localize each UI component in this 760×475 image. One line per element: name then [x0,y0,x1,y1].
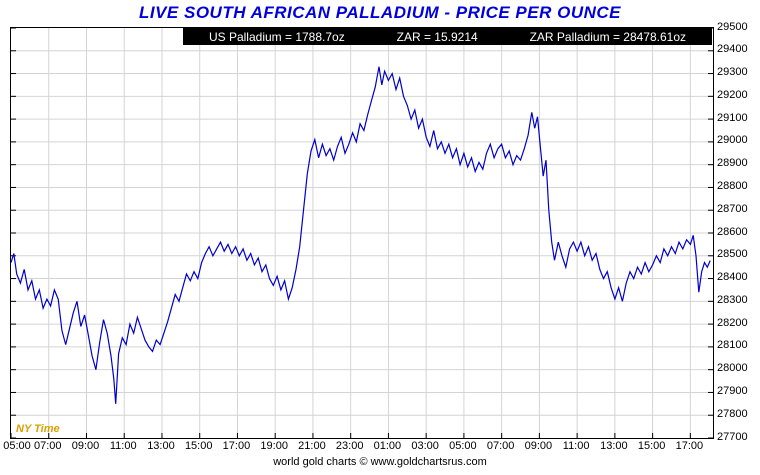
x-axis-label: 07:00 [486,440,515,452]
x-axis-label: 09:00 [524,440,553,452]
footer-credit: world gold charts © www.goldchartsrus.co… [273,456,487,468]
ny-time-label: NY Time [16,423,60,435]
x-axis-label: 15:00 [637,440,666,452]
price-line [11,66,711,404]
y-axis-label: 27800 [717,407,748,420]
x-axis-label: 13:00 [600,440,628,452]
y-axis-label: 28900 [717,157,748,170]
quote-bar: US Palladium = 1788.7oz ZAR = 15.9214 ZA… [183,28,712,45]
y-axis-label: 28000 [717,362,748,375]
y-axis-label: 28700 [717,202,748,215]
x-axis-label: 11:00 [109,440,137,452]
y-axis-label: 28800 [717,179,748,192]
y-axis-label: 27700 [717,430,748,443]
x-axis-label: 15:00 [184,440,213,452]
y-axis-label: 29500 [717,20,748,33]
x-axis-label: 05:00 [449,440,477,452]
x-axis-label: 07:00 [33,440,62,452]
page-title: LIVE SOUTH AFRICAN PALLADIUM - PRICE PER… [138,3,621,22]
y-axis-label: 28600 [717,225,748,238]
x-axis-label: 03:00 [411,440,439,452]
plot-area: NY Time [10,27,714,439]
x-axis-label: 19:00 [260,440,288,452]
y-axis-label: 29400 [717,43,748,56]
y-axis-label: 28300 [717,293,748,306]
y-axis-label: 28200 [717,316,748,329]
x-axis-label: 23:00 [335,440,364,452]
x-axis-label: 01:00 [373,440,402,452]
x-axis-label: 17:00 [675,440,704,452]
y-axis-label: 28500 [717,248,748,261]
quote-zar-palladium: ZAR Palladium = 28478.61oz [529,29,687,44]
y-axis-label: 29200 [717,88,748,101]
x-axis-label: 13:00 [147,440,175,452]
x-axis-label: 17:00 [222,440,251,452]
quote-zar-rate: ZAR = 15.9214 [396,29,478,44]
quote-us-palladium: US Palladium = 1788.7oz [208,29,345,44]
y-axis-label: 28400 [717,271,748,284]
y-axis-label: 29300 [717,66,748,79]
y-axis-label: 28100 [717,339,748,352]
y-axis-label: 29100 [717,111,748,124]
x-axis-label: 21:00 [298,440,326,452]
x-axis-label: 11:00 [562,440,590,452]
x-axis-label: 09:00 [71,440,100,452]
y-axis-label: 27900 [717,384,748,397]
y-axis-label: 29000 [717,134,748,147]
chart-svg [11,28,713,438]
x-axis-label: 05:00 [3,440,31,452]
